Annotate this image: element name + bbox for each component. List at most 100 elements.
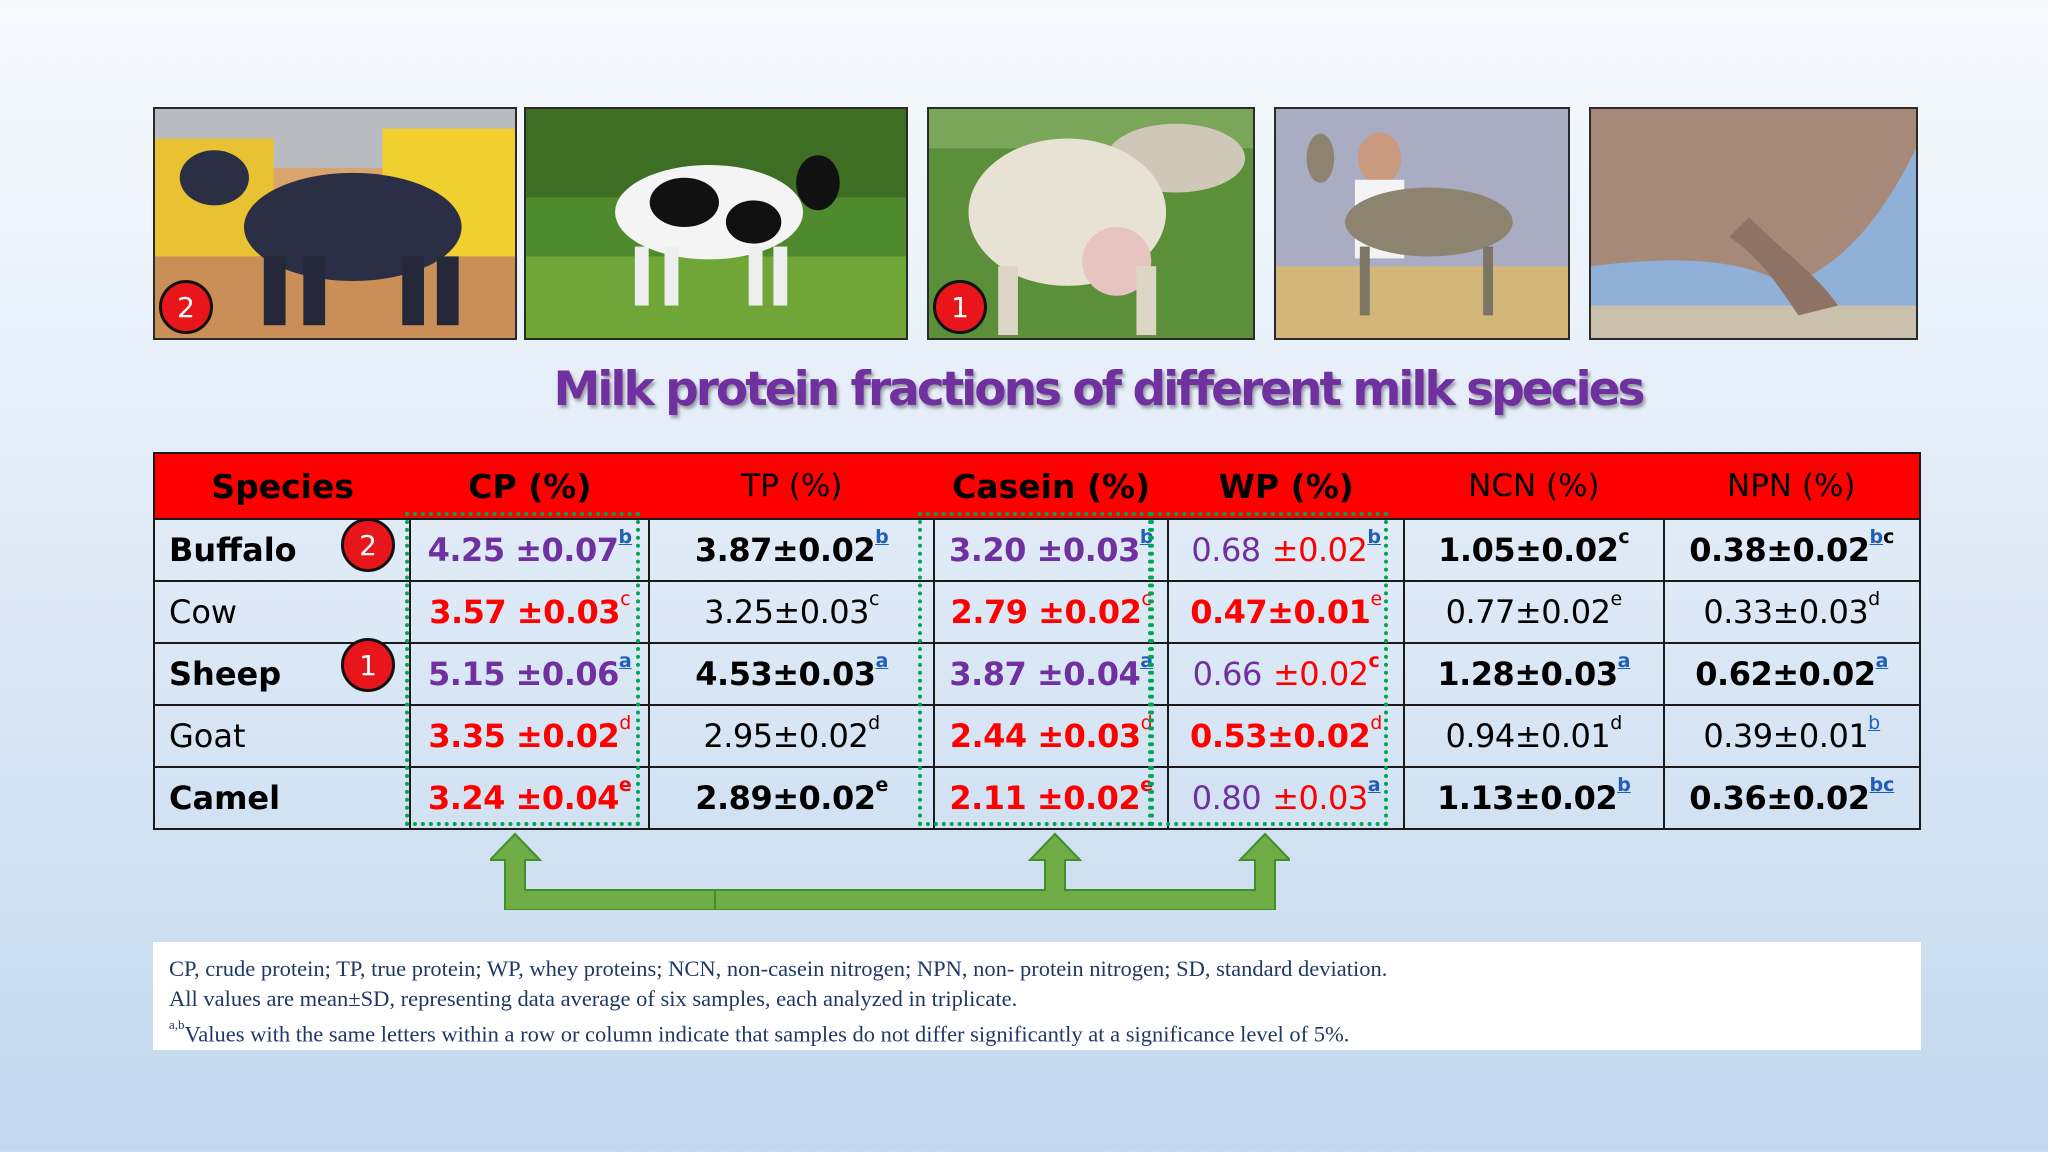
wp-value: 0.53±0.02 <box>1190 717 1371 755</box>
npn-value: 0.39±0.01 <box>1703 717 1869 755</box>
cp-value: 4.25 ±0.07 <box>427 531 619 569</box>
ncn-value: 0.94±0.01 <box>1445 717 1611 755</box>
wp-value: 0.47±0.01 <box>1190 593 1371 631</box>
table-row: Buffalo 4.25 ±0.07b 3.87±0.02b 3.20 ±0.0… <box>152 518 1922 582</box>
ncn-value: 0.77±0.02 <box>1445 593 1611 631</box>
cp-sig-letter: a <box>618 650 632 673</box>
casein-value: 2.11 ±0.02 <box>949 779 1141 817</box>
tp-cell: 4.53±0.03a <box>648 642 936 706</box>
cp-cell: 5.15 ±0.06a <box>409 642 651 706</box>
footnote-significance-text: Values with the same letters within a ro… <box>184 1021 1350 1047</box>
header-npn: NPN (%) <box>1663 452 1922 520</box>
ncn-sig-letter: d <box>1610 712 1623 735</box>
casein-column-highlight <box>918 512 1152 826</box>
npn-value: 0.36±0.02 <box>1689 779 1870 817</box>
wp-value-sd: ±0.02 <box>1271 531 1368 569</box>
ncn-sig-letter: b <box>1617 774 1631 797</box>
npn-cell: 0.39±0.01b <box>1662 704 1922 768</box>
ncn-cell: 0.94±0.01d <box>1403 704 1665 768</box>
cp-cell: 3.57 ±0.03c <box>409 580 651 644</box>
npn-sig-letter: b <box>1868 712 1881 735</box>
npn-sig-letter: d <box>1868 588 1881 611</box>
cp-cell: 4.25 ±0.07b <box>409 518 651 582</box>
npn-cell: 0.36±0.02bc <box>1662 766 1922 830</box>
ncn-cell: 1.05±0.02c <box>1403 518 1665 582</box>
footnote-significance: a,bValues with the same letters within a… <box>169 1014 1905 1050</box>
wp-sig-letter: b <box>1367 526 1381 549</box>
npn-sig-letter-2: c <box>1883 526 1895 549</box>
table-row: Sheep 5.15 ±0.06a 4.53±0.03a 3.87 ±0.04a… <box>152 642 1922 706</box>
ncn-value: 1.13±0.02 <box>1436 779 1618 817</box>
tp-sig-letter: d <box>868 712 881 735</box>
wp-sig-letter: a <box>1367 774 1381 797</box>
tp-sig-letter: c <box>868 588 880 611</box>
table-header-row: Species CP (%) TP (%) Casein (%) WP (%) … <box>152 452 1922 520</box>
table-row: Goat 3.35 ±0.02d 2.95±0.02d 2.44 ±0.03d … <box>152 704 1922 768</box>
npn-sig-letter: a <box>1875 650 1889 673</box>
cp-sig-letter: e <box>618 774 632 797</box>
camel-photo <box>1589 107 1918 340</box>
casein-sig-letter: c <box>1141 588 1152 611</box>
tp-cell: 3.25±0.03c <box>648 580 936 644</box>
header-ncn: NCN (%) <box>1404 452 1664 520</box>
tp-cell: 2.95±0.02d <box>648 704 936 768</box>
protein-table: Species CP (%) TP (%) Casein (%) WP (%) … <box>152 452 1922 830</box>
ncn-value: 1.05±0.02 <box>1438 531 1619 569</box>
tp-cell: 3.87±0.02b <box>648 518 936 582</box>
species-cell: Camel <box>152 766 412 830</box>
table-footnotes: CP, crude protein; TP, true protein; WP,… <box>153 942 1921 1050</box>
species-label: Sheep <box>169 655 282 693</box>
connecting-arrows <box>490 832 1290 910</box>
tp-value: 4.53±0.03 <box>695 655 876 693</box>
sheep-photo: 1 <box>927 107 1255 340</box>
wp-value-mean: 0.80 <box>1191 779 1262 817</box>
header-casein: Casein (%) <box>934 452 1169 520</box>
casein-value: 3.20 ±0.03 <box>948 531 1140 569</box>
wp-value-mean: 0.68 <box>1191 531 1261 569</box>
wp-cell: 0.66 ±0.02c <box>1167 642 1406 706</box>
casein-value: 2.79 ±0.02 <box>950 593 1142 631</box>
cp-sig-letter: b <box>618 526 633 549</box>
species-cell: Goat <box>152 704 412 768</box>
tp-value: 2.89±0.02 <box>695 779 876 817</box>
npn-value: 0.38±0.02 <box>1689 531 1870 569</box>
wp-sig-letter: e <box>1370 588 1383 611</box>
species-cell: Cow <box>152 580 412 644</box>
cp-cell: 3.24 ±0.04e <box>409 766 651 830</box>
cow-photo <box>524 107 908 340</box>
npn-cell: 0.62±0.02a <box>1662 642 1922 706</box>
ncn-cell: 1.28±0.03a <box>1403 642 1665 706</box>
npn-cell: 0.33±0.03d <box>1662 580 1922 644</box>
casein-value: 2.44 ±0.03 <box>949 717 1141 755</box>
header-cp: CP (%) <box>410 452 650 520</box>
buffalo-row-badge: 2 <box>341 518 395 572</box>
header-species: Species <box>152 452 411 520</box>
cp-column-highlight <box>405 512 640 826</box>
casein-cell: 2.79 ±0.02c <box>933 580 1170 644</box>
cp-value: 5.15 ±0.06 <box>428 655 619 693</box>
tp-sig-letter: b <box>875 526 889 549</box>
arrow-up-icon <box>490 832 1290 910</box>
casein-cell: 3.20 ±0.03b <box>933 518 1170 582</box>
footnote-mean-sd: All values are mean±SD, representing dat… <box>169 986 1018 1011</box>
wp-value-mean: 0.66 <box>1192 655 1263 693</box>
tp-value: 3.25±0.03 <box>704 593 869 631</box>
species-label: Goat <box>169 717 246 755</box>
wp-value-sd: ±0.02 <box>1272 655 1369 693</box>
tp-sig-letter: e <box>875 774 889 797</box>
header-tp: TP (%) <box>649 452 935 520</box>
wp-cell: 0.68 ±0.02b <box>1167 518 1406 582</box>
npn-sig-letter: bc <box>1869 774 1895 797</box>
species-label: Cow <box>169 593 238 631</box>
species-label: Camel <box>169 779 281 817</box>
wp-sig-letter: d <box>1370 712 1383 735</box>
ncn-cell: 1.13±0.02b <box>1403 766 1665 830</box>
footnote-abbreviations: CP, crude protein; TP, true protein; WP,… <box>169 956 1388 981</box>
tp-value: 3.87±0.02 <box>694 531 876 569</box>
npn-value: 0.62±0.02 <box>1695 655 1876 693</box>
sheep-photo-badge: 1 <box>933 280 987 334</box>
cp-value: 3.57 ±0.03 <box>429 593 621 631</box>
page-title: Milk protein fractions of different milk… <box>553 362 1646 417</box>
wp-cell: 0.80 ±0.03a <box>1167 766 1406 830</box>
casein-cell: 2.11 ±0.02e <box>933 766 1170 830</box>
